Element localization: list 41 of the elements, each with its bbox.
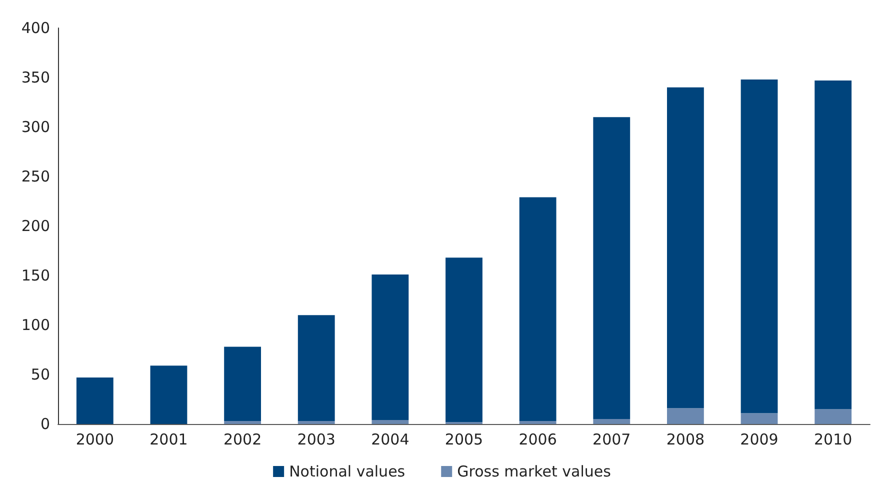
x-tick-label: 2003	[297, 430, 336, 448]
bar	[593, 419, 630, 424]
legend-label: Notional values	[289, 462, 406, 480]
bar	[519, 197, 556, 422]
x-tick-label: 2005	[444, 430, 484, 448]
bar	[372, 420, 409, 424]
y-tick-label: 150	[21, 266, 50, 284]
bar	[224, 421, 261, 424]
bar	[740, 79, 778, 414]
x-tick-label: 2004	[371, 430, 410, 448]
y-tick-label: 0	[40, 415, 50, 433]
bar	[298, 421, 335, 424]
x-tick-label: 2001	[150, 430, 188, 448]
bar	[667, 408, 704, 424]
bar	[667, 87, 704, 408]
bar	[519, 421, 556, 424]
y-tick-label: 200	[21, 217, 50, 235]
bar	[740, 413, 778, 424]
bar	[372, 274, 409, 420]
x-tick-label: 2010	[814, 430, 852, 448]
x-tick-label: 2002	[223, 430, 262, 448]
y-tick-label: 100	[21, 316, 50, 334]
x-tick-label: 2000	[76, 430, 114, 448]
bar	[814, 80, 852, 410]
bar	[76, 377, 114, 424]
bar	[814, 409, 852, 424]
y-tick-label: 300	[21, 118, 50, 136]
legend-label: Gross market values	[457, 462, 612, 480]
x-tick-label: 2007	[592, 430, 631, 448]
x-tick-label: 2009	[740, 430, 778, 448]
y-tick-label: 350	[21, 68, 50, 86]
bar	[593, 117, 630, 420]
bar	[446, 258, 482, 422]
y-tick-label: 250	[21, 168, 50, 186]
bar	[298, 315, 335, 422]
bar	[224, 346, 261, 422]
x-tick-label: 2008	[666, 430, 705, 448]
bar	[150, 366, 188, 424]
y-tick-label: 50	[30, 366, 50, 384]
y-tick-label: 400	[21, 19, 50, 37]
x-tick-label: 2006	[518, 430, 557, 448]
